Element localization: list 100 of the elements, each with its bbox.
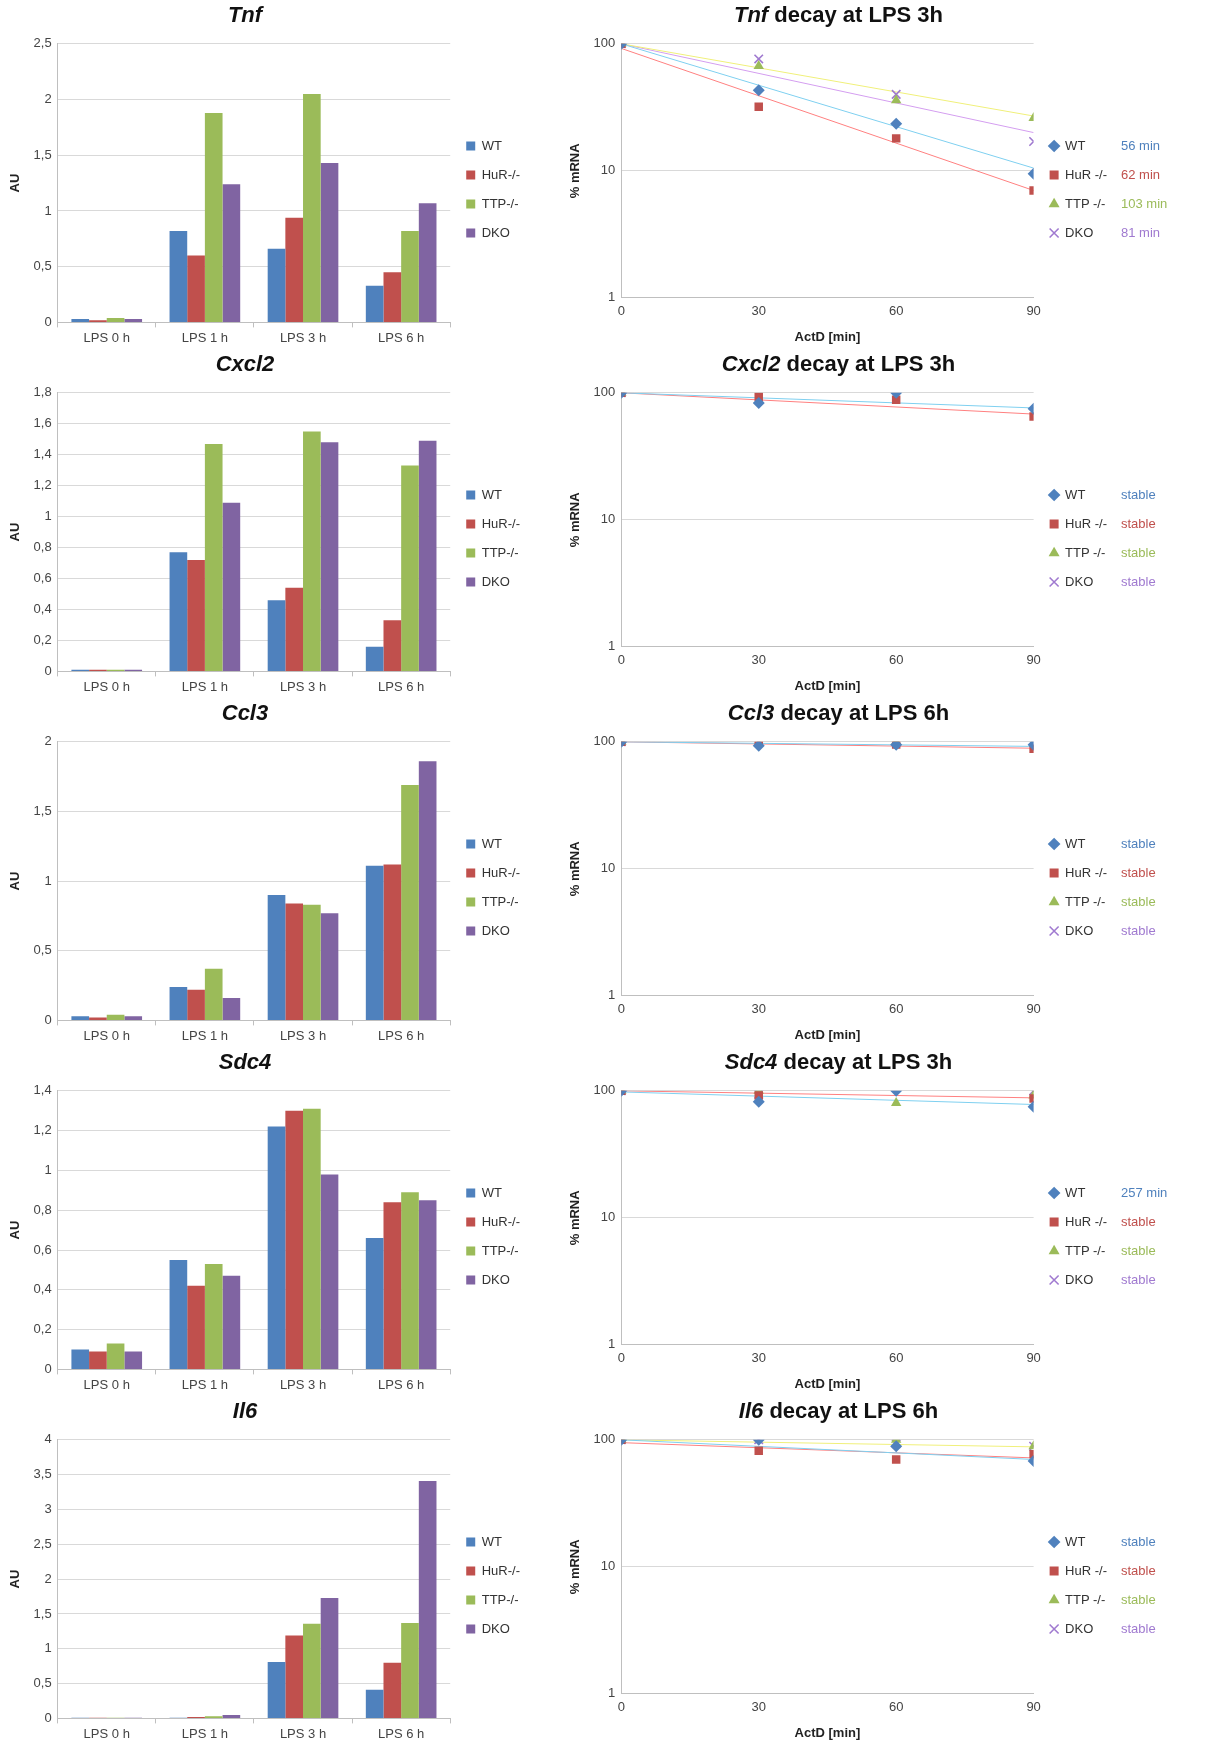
y-tick-label: 1: [44, 1161, 52, 1177]
y-tick-label: 1,5: [33, 1605, 52, 1621]
y-tick-label: 10: [600, 1209, 616, 1225]
x-tick-label: LPS 3 h: [279, 1027, 327, 1043]
legend-label: HuR -/-: [1065, 1213, 1107, 1229]
x-tick-label: LPS 0 h: [83, 1027, 130, 1043]
legend-label: TTP -/-: [1065, 1591, 1106, 1607]
x-tick-label: 60: [888, 1699, 904, 1715]
y-tick-label: 2,5: [33, 35, 52, 51]
legend-label: WT: [1065, 486, 1086, 502]
x-tick-label: LPS 0 h: [83, 329, 130, 345]
y-tick-label: 1: [44, 508, 52, 524]
y-tick-label: 1: [608, 289, 616, 305]
x-tick-label: 90: [1026, 303, 1041, 319]
x-axis-title: ActD [min]: [794, 677, 861, 693]
x-tick-label: LPS 3 h: [279, 329, 327, 345]
y-tick-label: 0,8: [33, 539, 52, 555]
x-tick-label: 90: [1026, 1001, 1041, 1017]
x-tick-label: 30: [751, 1699, 766, 1715]
y-axis-title: AU: [7, 1220, 23, 1240]
legend-label: DKO: [481, 573, 510, 589]
chart-title: Ccl3: [221, 700, 269, 725]
y-tick-label: 0,2: [33, 632, 52, 648]
legend-label: HuR-/-: [481, 166, 520, 182]
x-tick-label: 30: [751, 303, 766, 319]
x-tick-label: LPS 0 h: [83, 1725, 130, 1741]
x-axis-title: ActD [min]: [794, 1375, 861, 1391]
y-tick-label: 0,8: [33, 1201, 52, 1217]
legend-label: DKO: [481, 1620, 510, 1636]
x-axis-title: ActD [min]: [794, 1026, 861, 1042]
x-tick-label: LPS 3 h: [279, 678, 327, 694]
legend-label: TTP-/-: [481, 1591, 519, 1607]
y-tick-label: 10: [600, 511, 616, 527]
y-axis-title: AU: [7, 871, 23, 891]
y-tick-label: 0,5: [33, 1675, 52, 1691]
chart-title: Ccl3 decay at LPS 6h: [726, 699, 951, 727]
x-tick-label: LPS 1 h: [181, 1027, 229, 1043]
y-tick-label: 0,5: [33, 258, 52, 274]
y-tick-label: 1: [608, 638, 616, 654]
legend-label: WT: [1065, 835, 1086, 851]
y-tick-label: 1: [608, 1336, 616, 1352]
y-tick-label: 1,4: [33, 1082, 52, 1098]
chart-title: Sdc4: [218, 1049, 272, 1074]
x-tick-label: LPS 6 h: [378, 329, 425, 345]
y-tick-label: 1: [44, 202, 52, 218]
y-tick-label: 1: [44, 1640, 52, 1656]
y-tick-label: 0: [44, 1360, 52, 1376]
y-tick-label: 1,4: [33, 446, 52, 462]
text: stable: [1121, 1242, 1156, 1258]
text: stable: [1121, 922, 1156, 938]
text: stable: [1121, 1620, 1156, 1636]
text: stable: [1121, 1533, 1156, 1549]
legend-label: TTP-/-: [481, 544, 519, 560]
legend-label: WT: [1065, 1533, 1086, 1549]
y-tick-label: 10: [600, 162, 616, 178]
legend-label: DKO: [481, 224, 510, 240]
chart-title: Tnf decay at LPS 3h: [732, 1, 945, 29]
text: stable: [1121, 835, 1156, 851]
y-axis-title: % mRNA: [567, 491, 583, 548]
legend-label: TTP -/-: [1065, 893, 1106, 909]
y-tick-label: 2,5: [33, 1535, 52, 1551]
x-tick-label: LPS 1 h: [181, 1725, 229, 1741]
x-tick-label: LPS 0 h: [83, 678, 130, 694]
text: 81 min: [1121, 224, 1161, 240]
legend-label: DKO: [1065, 922, 1094, 938]
y-tick-label: 100: [593, 1431, 616, 1447]
x-tick-label: LPS 1 h: [181, 678, 229, 694]
x-tick-label: 90: [1026, 1699, 1041, 1715]
y-tick-label: 100: [593, 384, 616, 400]
text: stable: [1121, 1271, 1156, 1287]
x-tick-label: LPS 3 h: [279, 1725, 327, 1741]
text: 103 min: [1121, 195, 1168, 211]
text: stable: [1121, 515, 1156, 531]
y-tick-label: 0,5: [33, 942, 52, 958]
legend-label: TTP -/-: [1065, 195, 1106, 211]
y-tick-label: 0: [44, 662, 52, 678]
legend-label: WT: [481, 835, 502, 851]
y-tick-label: 0: [44, 313, 52, 329]
y-axis-title: % mRNA: [567, 1189, 583, 1246]
text: stable: [1121, 893, 1156, 909]
legend-label: TTP -/-: [1065, 544, 1106, 560]
x-tick-label: 60: [888, 652, 904, 668]
x-tick-label: 30: [751, 1001, 766, 1017]
y-axis-title: % mRNA: [567, 840, 583, 897]
chart-title: Tnf: [227, 2, 263, 27]
y-tick-label: 3: [44, 1501, 52, 1517]
y-axis-title: AU: [7, 522, 23, 542]
y-tick-label: 1,6: [33, 415, 52, 431]
x-tick-label: 90: [1026, 1350, 1041, 1366]
legend-label: HuR-/-: [481, 864, 520, 880]
legend-label: DKO: [1065, 224, 1094, 240]
y-tick-label: 0,4: [33, 601, 52, 617]
y-tick-label: 1: [608, 1685, 616, 1701]
legend-label: HuR-/-: [481, 1213, 520, 1229]
y-tick-label: 1: [44, 872, 52, 888]
legend-label: WT: [481, 1533, 502, 1549]
y-tick-label: 2: [44, 1570, 52, 1586]
text: stable: [1121, 573, 1156, 589]
text: stable: [1121, 544, 1156, 560]
legend-label: WT: [481, 137, 502, 153]
